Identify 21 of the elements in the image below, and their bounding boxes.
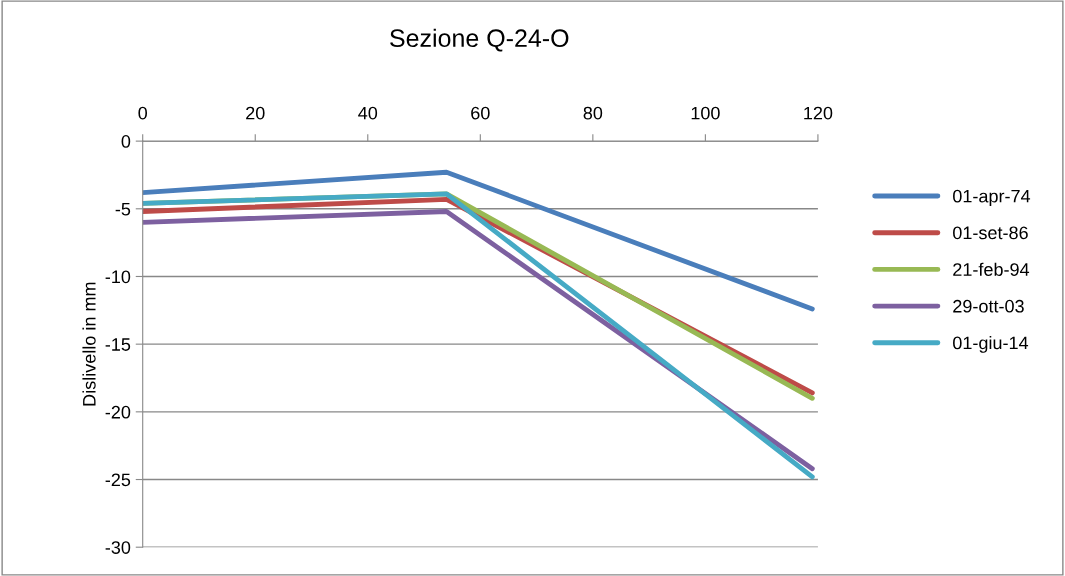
y-tick-label: -5	[115, 202, 131, 216]
y-tick-label: -15	[105, 338, 131, 351]
y-tick-label: -10	[105, 270, 131, 284]
x-tick-label: 60	[471, 106, 490, 120]
x-tick-label: 80	[583, 106, 603, 120]
legend-label: 01-giu-14	[953, 336, 1029, 353]
legend-label: 29-ott-03	[953, 299, 1024, 313]
legend-label: 21-feb-94	[953, 262, 1030, 276]
y-tick-label: -30	[105, 541, 131, 554]
legend-label: 01-set-86	[953, 226, 1028, 240]
x-tick-label: 0	[138, 106, 148, 120]
y-tick-label: -20	[105, 405, 131, 419]
chart-title: Sezione Q-24-O	[390, 28, 569, 52]
x-tick-label: 40	[358, 106, 378, 120]
x-tick-label: 20	[246, 106, 265, 120]
y-tick-label: 0	[121, 135, 131, 148]
x-tick-label: 100	[691, 106, 720, 120]
y-tick-label: -25	[105, 473, 131, 487]
x-tick-label: 120	[804, 106, 833, 120]
legend-label: 01-apr-74	[953, 189, 1031, 207]
y-axis-title: Dislivello in mm	[82, 282, 96, 406]
